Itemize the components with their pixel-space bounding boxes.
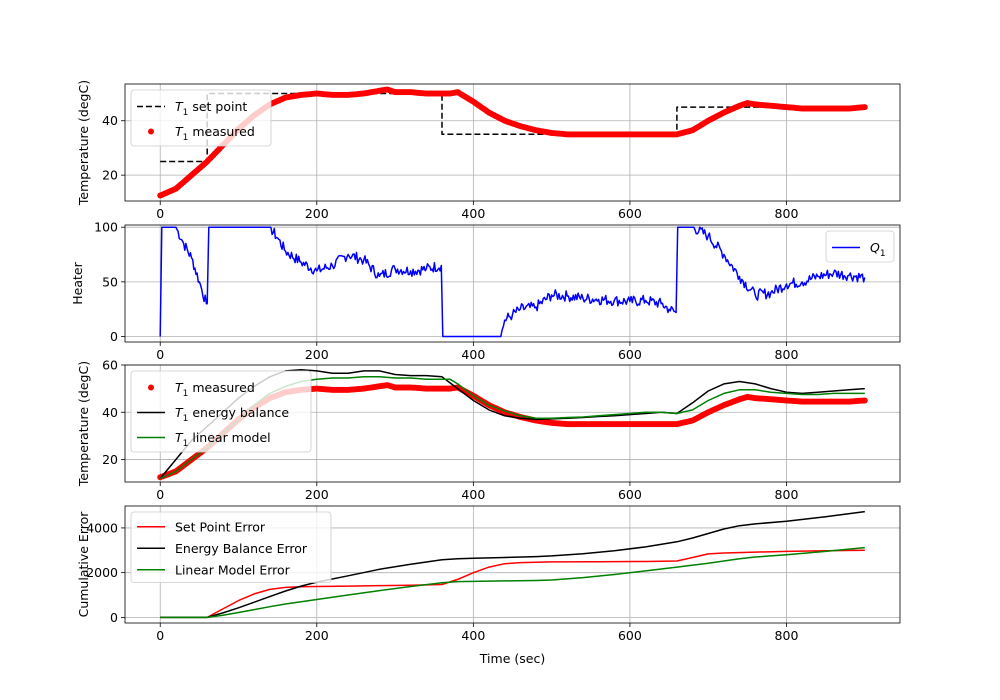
data-point [861,104,868,111]
x-tick-label: 800 [775,206,799,221]
legend-subscript: 1 [183,414,189,424]
legend-subscript: 1 [183,133,189,143]
legend-label: Linear Model Error [175,562,291,577]
y-tick-label: 0 [110,329,118,344]
x-tick-label: 200 [305,487,329,502]
legend-symbol: T [175,99,184,114]
x-tick-label: 400 [461,487,485,502]
series-line [160,510,865,619]
series-line [160,92,865,163]
legend-symbol: T [175,405,184,420]
y-tick-label: 20 [102,452,118,467]
x-tick-label: 0 [156,628,164,643]
x-tick-label: 600 [618,206,642,221]
y-axis-label: Heater [70,261,85,304]
x-tick-label: 800 [775,487,799,502]
legend: Set Point Error Energy Balance Error Linea… [130,511,332,583]
x-tick-label: 200 [305,628,329,643]
legend-label: T1 linear model [175,430,271,449]
legend-subscript: 1 [183,439,189,449]
legend-rest: measured [188,124,254,139]
x-tick-label: 600 [618,487,642,502]
plot-area [157,368,868,481]
x-tick-label: 200 [305,347,329,362]
legend-symbol: T [175,124,184,139]
legend-subscript: 1 [880,249,886,259]
legend-label: T1 energy balance [175,405,289,424]
y-tick-label: 40 [102,405,118,420]
x-tick-label: 400 [461,347,485,362]
legend-box [130,89,272,147]
legend-rest: set point [188,99,247,114]
legend-rest: linear model [188,430,270,445]
legend-label: T1 set point [175,99,247,118]
y-tick-label: 20 [102,168,118,183]
x-tick-label: 400 [461,628,485,643]
legend-label: Set Point Error [175,519,266,534]
data-point [861,397,868,404]
x-tick-label: 0 [156,487,164,502]
y-tick-label: 2000 [86,565,118,580]
x-tick-label: 800 [775,347,799,362]
series-line [160,549,865,619]
plot-area [160,510,865,619]
axes-frame [124,83,901,202]
x-axis-label: Time (sec) [479,651,545,666]
legend-marker [148,384,154,391]
plot-area [157,86,868,199]
legend-box [130,370,312,453]
legend-symbol: Q [870,240,880,255]
y-tick-label: 4000 [86,520,118,535]
chart-panel-3: 0 200 400 600 800 20 40 60 Temperature (degC) T1 … [76,358,901,502]
x-tick-label: 600 [618,628,642,643]
axes-frame [124,224,901,343]
y-tick-label: 50 [102,274,118,289]
y-tick-label: 100 [94,220,118,235]
y-tick-label: 0 [110,610,118,625]
legend-label: T1 measured [175,124,255,143]
legend-marker [148,128,154,135]
axes-frame [124,505,901,624]
legend-symbol: T [175,380,184,395]
legend-label: Energy Balance Error [175,541,308,556]
y-axis-label: Temperature (degC) [76,361,91,487]
legend-rest: measured [188,380,254,395]
legend-label: Q1 [870,240,886,259]
legend: Q1 [825,230,895,263]
legend-box [130,511,332,583]
series-markers [157,382,868,481]
x-tick-label: 200 [305,206,329,221]
series-line [159,226,866,338]
series-line [160,546,865,619]
chart-panel-2: 0 200 400 600 800 0 50 100 Heater Q1 [70,220,901,362]
y-tick-label: 60 [102,358,118,373]
x-tick-label: 0 [156,206,164,221]
y-tick-label: 40 [102,113,118,128]
legend-label: T1 measured [175,380,255,399]
x-tick-label: 400 [461,206,485,221]
axes-frame [124,364,901,483]
x-tick-label: 800 [775,628,799,643]
legend-symbol: T [175,430,184,445]
legend-subscript: 1 [183,389,189,399]
y-axis-label: Cumulative Error [76,511,91,618]
y-axis-label: Temperature (degC) [76,80,91,206]
x-tick-label: 600 [618,347,642,362]
plot-area [159,226,866,338]
legend-rest: energy balance [188,405,289,420]
legend-subscript: 1 [183,108,189,118]
legend-box [825,230,895,263]
series-markers [157,86,868,199]
x-tick-label: 0 [156,347,164,362]
